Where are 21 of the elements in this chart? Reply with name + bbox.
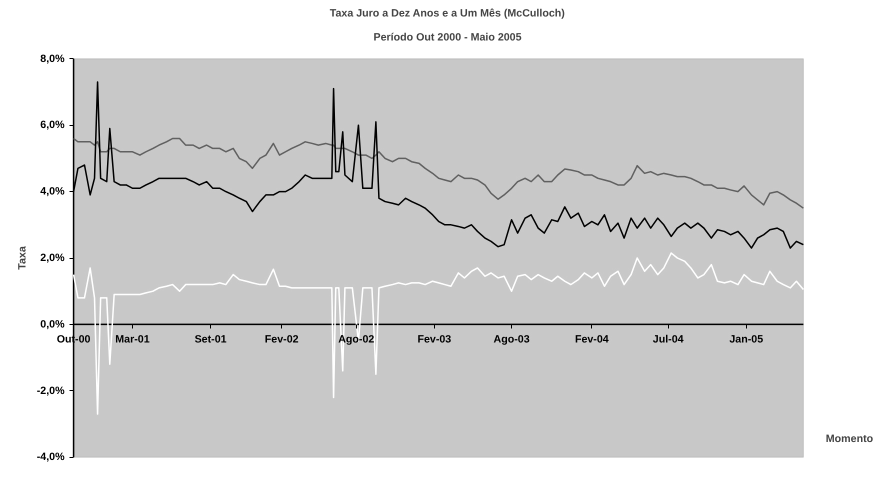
y-tick-label: 0,0% [40, 318, 66, 330]
x-tick-label: Ago-03 [494, 333, 530, 346]
x-tick-label: Fev-03 [417, 333, 452, 346]
x-tick-label: Ago-02 [338, 333, 374, 346]
y-tick-label: 8,0% [40, 52, 66, 65]
y-axis-title: Taxa [16, 246, 29, 270]
y-tick-label: 4,0% [40, 186, 66, 198]
x-tick-label: Set-01 [194, 333, 227, 346]
x-tick-label: Jul-04 [652, 333, 684, 346]
y-tick-label: -4,0% [36, 451, 66, 464]
y-tick-label: -2,0% [36, 384, 66, 397]
x-tick-label: Fev-02 [264, 333, 299, 346]
x-axis-title: Momento [826, 432, 874, 445]
y-tick-label: 6,0% [40, 119, 66, 132]
x-tick-label: Mar-01 [115, 333, 150, 346]
chart-subtitle: Período Out 2000 - Maio 2005 [373, 32, 522, 44]
line-series [72, 138, 804, 209]
chart-title: Taxa Juro a Dez Anos e a Um Mês (McCulloch) [330, 8, 566, 20]
y-tick-label: 2,0% [40, 252, 66, 264]
x-tick-label: Fev-04 [574, 333, 609, 346]
x-tick-label: Jan-05 [729, 333, 764, 346]
